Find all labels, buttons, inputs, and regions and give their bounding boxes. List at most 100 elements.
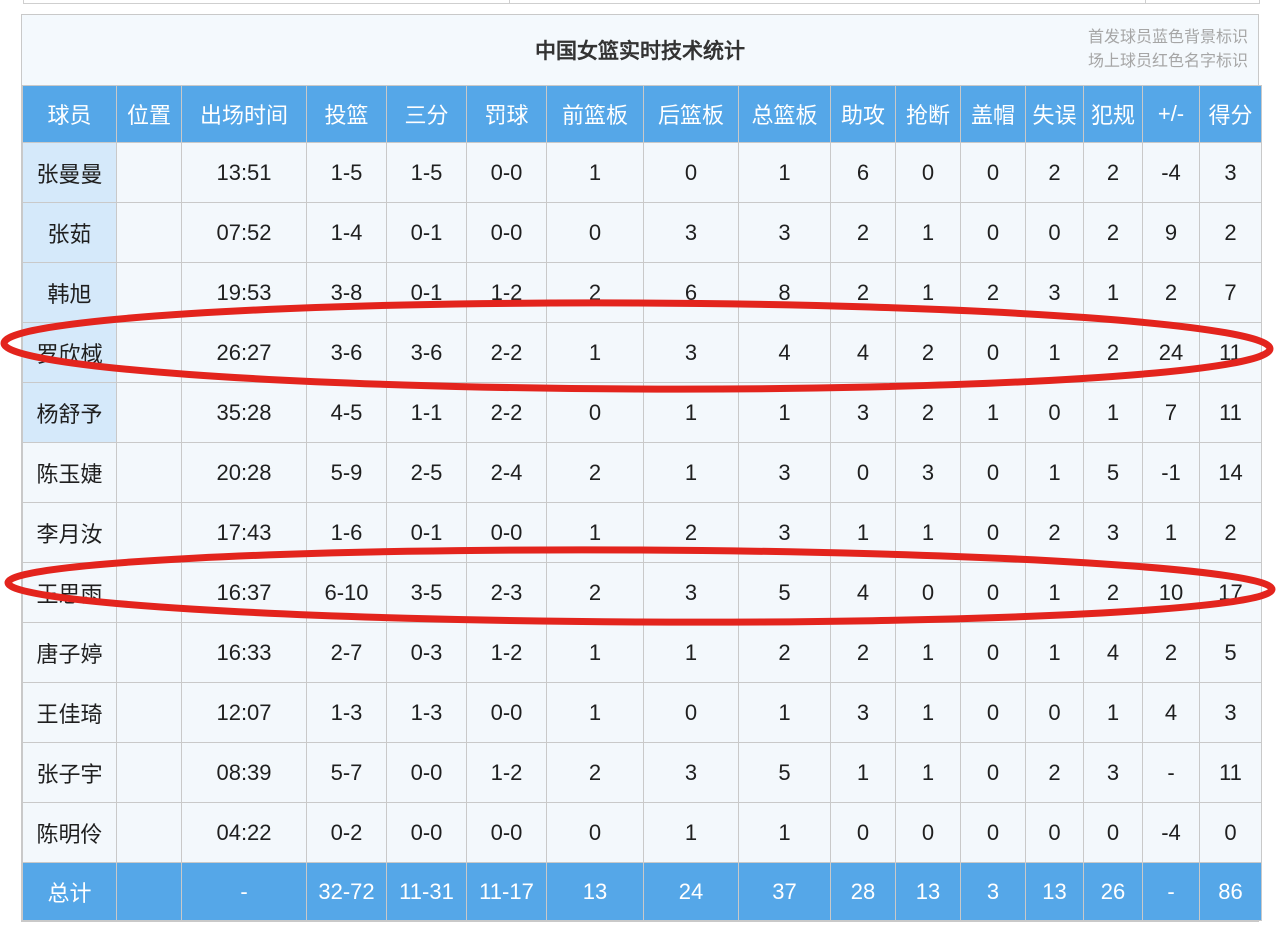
stat-cell: 2 bbox=[830, 202, 896, 263]
stat-cell: 0 bbox=[546, 202, 644, 263]
stat-cell: 2 bbox=[1199, 502, 1262, 563]
player-name: 韩旭 bbox=[22, 262, 117, 323]
header-row: 球员 位置 出场时间 投篮 三分 罚球 前篮板 后篮板 总篮板 助攻 抢断 盖帽 失误 犯规 +/- 得分 bbox=[22, 85, 1262, 143]
stat-cell: 17:43 bbox=[181, 502, 307, 563]
stat-cell: 3 bbox=[1199, 142, 1262, 203]
stat-cell: 2 bbox=[546, 442, 644, 503]
position-cell bbox=[116, 322, 182, 383]
stat-cell: 0 bbox=[960, 322, 1026, 383]
stat-cell: 35:28 bbox=[181, 382, 307, 443]
stat-cell: 1-5 bbox=[386, 142, 467, 203]
stat-cell: 0 bbox=[546, 382, 644, 443]
legend-line-oncourt: 场上球员红色名字标识 bbox=[1087, 53, 1248, 70]
stat-cell: 0 bbox=[830, 802, 896, 863]
col-header-5: 罚球 bbox=[466, 85, 547, 143]
stat-cell: 1 bbox=[738, 802, 831, 863]
stat-cell: - bbox=[1142, 742, 1200, 803]
totals-stat-cell: 37 bbox=[738, 862, 831, 921]
stat-cell: 0 bbox=[895, 802, 961, 863]
stat-cell: 3-5 bbox=[386, 562, 467, 623]
player-name: 张子宇 bbox=[22, 742, 117, 803]
position-cell bbox=[116, 562, 182, 623]
stat-cell: 1 bbox=[1025, 322, 1084, 383]
totals-stat-cell: 13 bbox=[1025, 862, 1084, 921]
stat-cell: 3 bbox=[1199, 682, 1262, 743]
stat-cell: 2 bbox=[546, 262, 644, 323]
stat-cell: 1 bbox=[895, 682, 961, 743]
stat-cell: 1-6 bbox=[306, 502, 387, 563]
stat-cell: 1 bbox=[546, 322, 644, 383]
legend-line-starters: 首发球员蓝色背景标识 bbox=[1087, 29, 1248, 46]
stat-cell: 1 bbox=[895, 262, 961, 323]
stat-cell: 1 bbox=[643, 802, 739, 863]
stat-cell: 3 bbox=[738, 202, 831, 263]
stat-cell: 11 bbox=[1199, 742, 1262, 803]
stat-cell: 4 bbox=[830, 322, 896, 383]
stat-cell: 0-0 bbox=[466, 502, 547, 563]
player-row-0: 张曼曼 13:51 1-5 1-5 0-0 1 0 1 6 0 0 2 2 -4 3 bbox=[22, 142, 1262, 203]
player-row-1: 张茹 07:52 1-4 0-1 0-0 0 3 3 2 1 0 0 2 9 2 bbox=[22, 202, 1262, 263]
stat-cell: 24 bbox=[1142, 322, 1200, 383]
stat-cell: -4 bbox=[1142, 802, 1200, 863]
stat-cell: 0-0 bbox=[466, 682, 547, 743]
totals-stat-cell: 3 bbox=[960, 862, 1026, 921]
stat-cell: 1-2 bbox=[466, 622, 547, 683]
totals-stat-cell: 11-31 bbox=[386, 862, 467, 921]
totals-row: 总计 -32-72 11-31 11-17 13 24 37 28 13 3 13 26-86 bbox=[22, 862, 1262, 921]
stat-cell: 1-3 bbox=[306, 682, 387, 743]
position-cell bbox=[116, 682, 182, 743]
player-name: 张曼曼 bbox=[22, 142, 117, 203]
totals-position-cell bbox=[116, 862, 182, 921]
stat-cell: 2 bbox=[546, 562, 644, 623]
col-header-13: 犯规 bbox=[1083, 85, 1143, 143]
stat-cell: 2 bbox=[643, 502, 739, 563]
stat-cell: 1 bbox=[546, 502, 644, 563]
stat-cell: 1 bbox=[643, 382, 739, 443]
stat-cell: 2 bbox=[1025, 742, 1084, 803]
stat-cell: 1 bbox=[1083, 262, 1143, 323]
position-cell bbox=[116, 382, 182, 443]
stat-cell: 3 bbox=[643, 202, 739, 263]
stat-cell: 3 bbox=[643, 562, 739, 623]
stat-cell: 0 bbox=[1025, 682, 1084, 743]
stat-cell: 0 bbox=[1025, 202, 1084, 263]
stat-cell: 2-3 bbox=[466, 562, 547, 623]
stat-cell: 5-9 bbox=[306, 442, 387, 503]
stat-cell: 0 bbox=[830, 442, 896, 503]
stat-cell: 4 bbox=[1083, 622, 1143, 683]
stat-cell: 1 bbox=[546, 142, 644, 203]
stat-cell: 6-10 bbox=[306, 562, 387, 623]
stat-cell: 6 bbox=[830, 142, 896, 203]
stat-cell: 5 bbox=[1083, 442, 1143, 503]
stat-cell: 0 bbox=[643, 682, 739, 743]
stat-cell: 14 bbox=[1199, 442, 1262, 503]
stat-cell: 0 bbox=[960, 682, 1026, 743]
stat-cell: 3 bbox=[830, 382, 896, 443]
stat-cell: 16:33 bbox=[181, 622, 307, 683]
player-row-10: 张子宇 08:39 5-7 0-0 1-2 2 3 5 1 1 0 2 3-11 bbox=[22, 742, 1262, 803]
stat-cell: 0-1 bbox=[386, 202, 467, 263]
stat-cell: 1 bbox=[895, 742, 961, 803]
player-name: 罗欣棫 bbox=[22, 322, 117, 383]
player-name: 杨舒予 bbox=[22, 382, 117, 443]
stat-cell: 4-5 bbox=[306, 382, 387, 443]
stat-cell: 1 bbox=[895, 202, 961, 263]
stat-cell: 0-1 bbox=[386, 262, 467, 323]
totals-stat-cell: 28 bbox=[830, 862, 896, 921]
stat-cell: 3 bbox=[1083, 742, 1143, 803]
stat-cell: 8 bbox=[738, 262, 831, 323]
player-row-9: 王佳琦 12:07 1-3 1-3 0-0 1 0 1 3 1 0 0 1 4 3 bbox=[22, 682, 1262, 743]
stat-cell: 3 bbox=[738, 442, 831, 503]
stat-cell: 2 bbox=[1083, 142, 1143, 203]
col-header-7: 后篮板 bbox=[643, 85, 739, 143]
stat-cell: 2 bbox=[1083, 562, 1143, 623]
stat-cell: 0 bbox=[1199, 802, 1262, 863]
stat-cell: 1 bbox=[830, 742, 896, 803]
stat-cell: 3-6 bbox=[306, 322, 387, 383]
stat-cell: 6 bbox=[643, 262, 739, 323]
player-name: 张茹 bbox=[22, 202, 117, 263]
col-header-8: 总篮板 bbox=[738, 85, 831, 143]
stat-cell: 1 bbox=[830, 502, 896, 563]
stat-cell: 9 bbox=[1142, 202, 1200, 263]
stat-cell: 5 bbox=[1199, 622, 1262, 683]
